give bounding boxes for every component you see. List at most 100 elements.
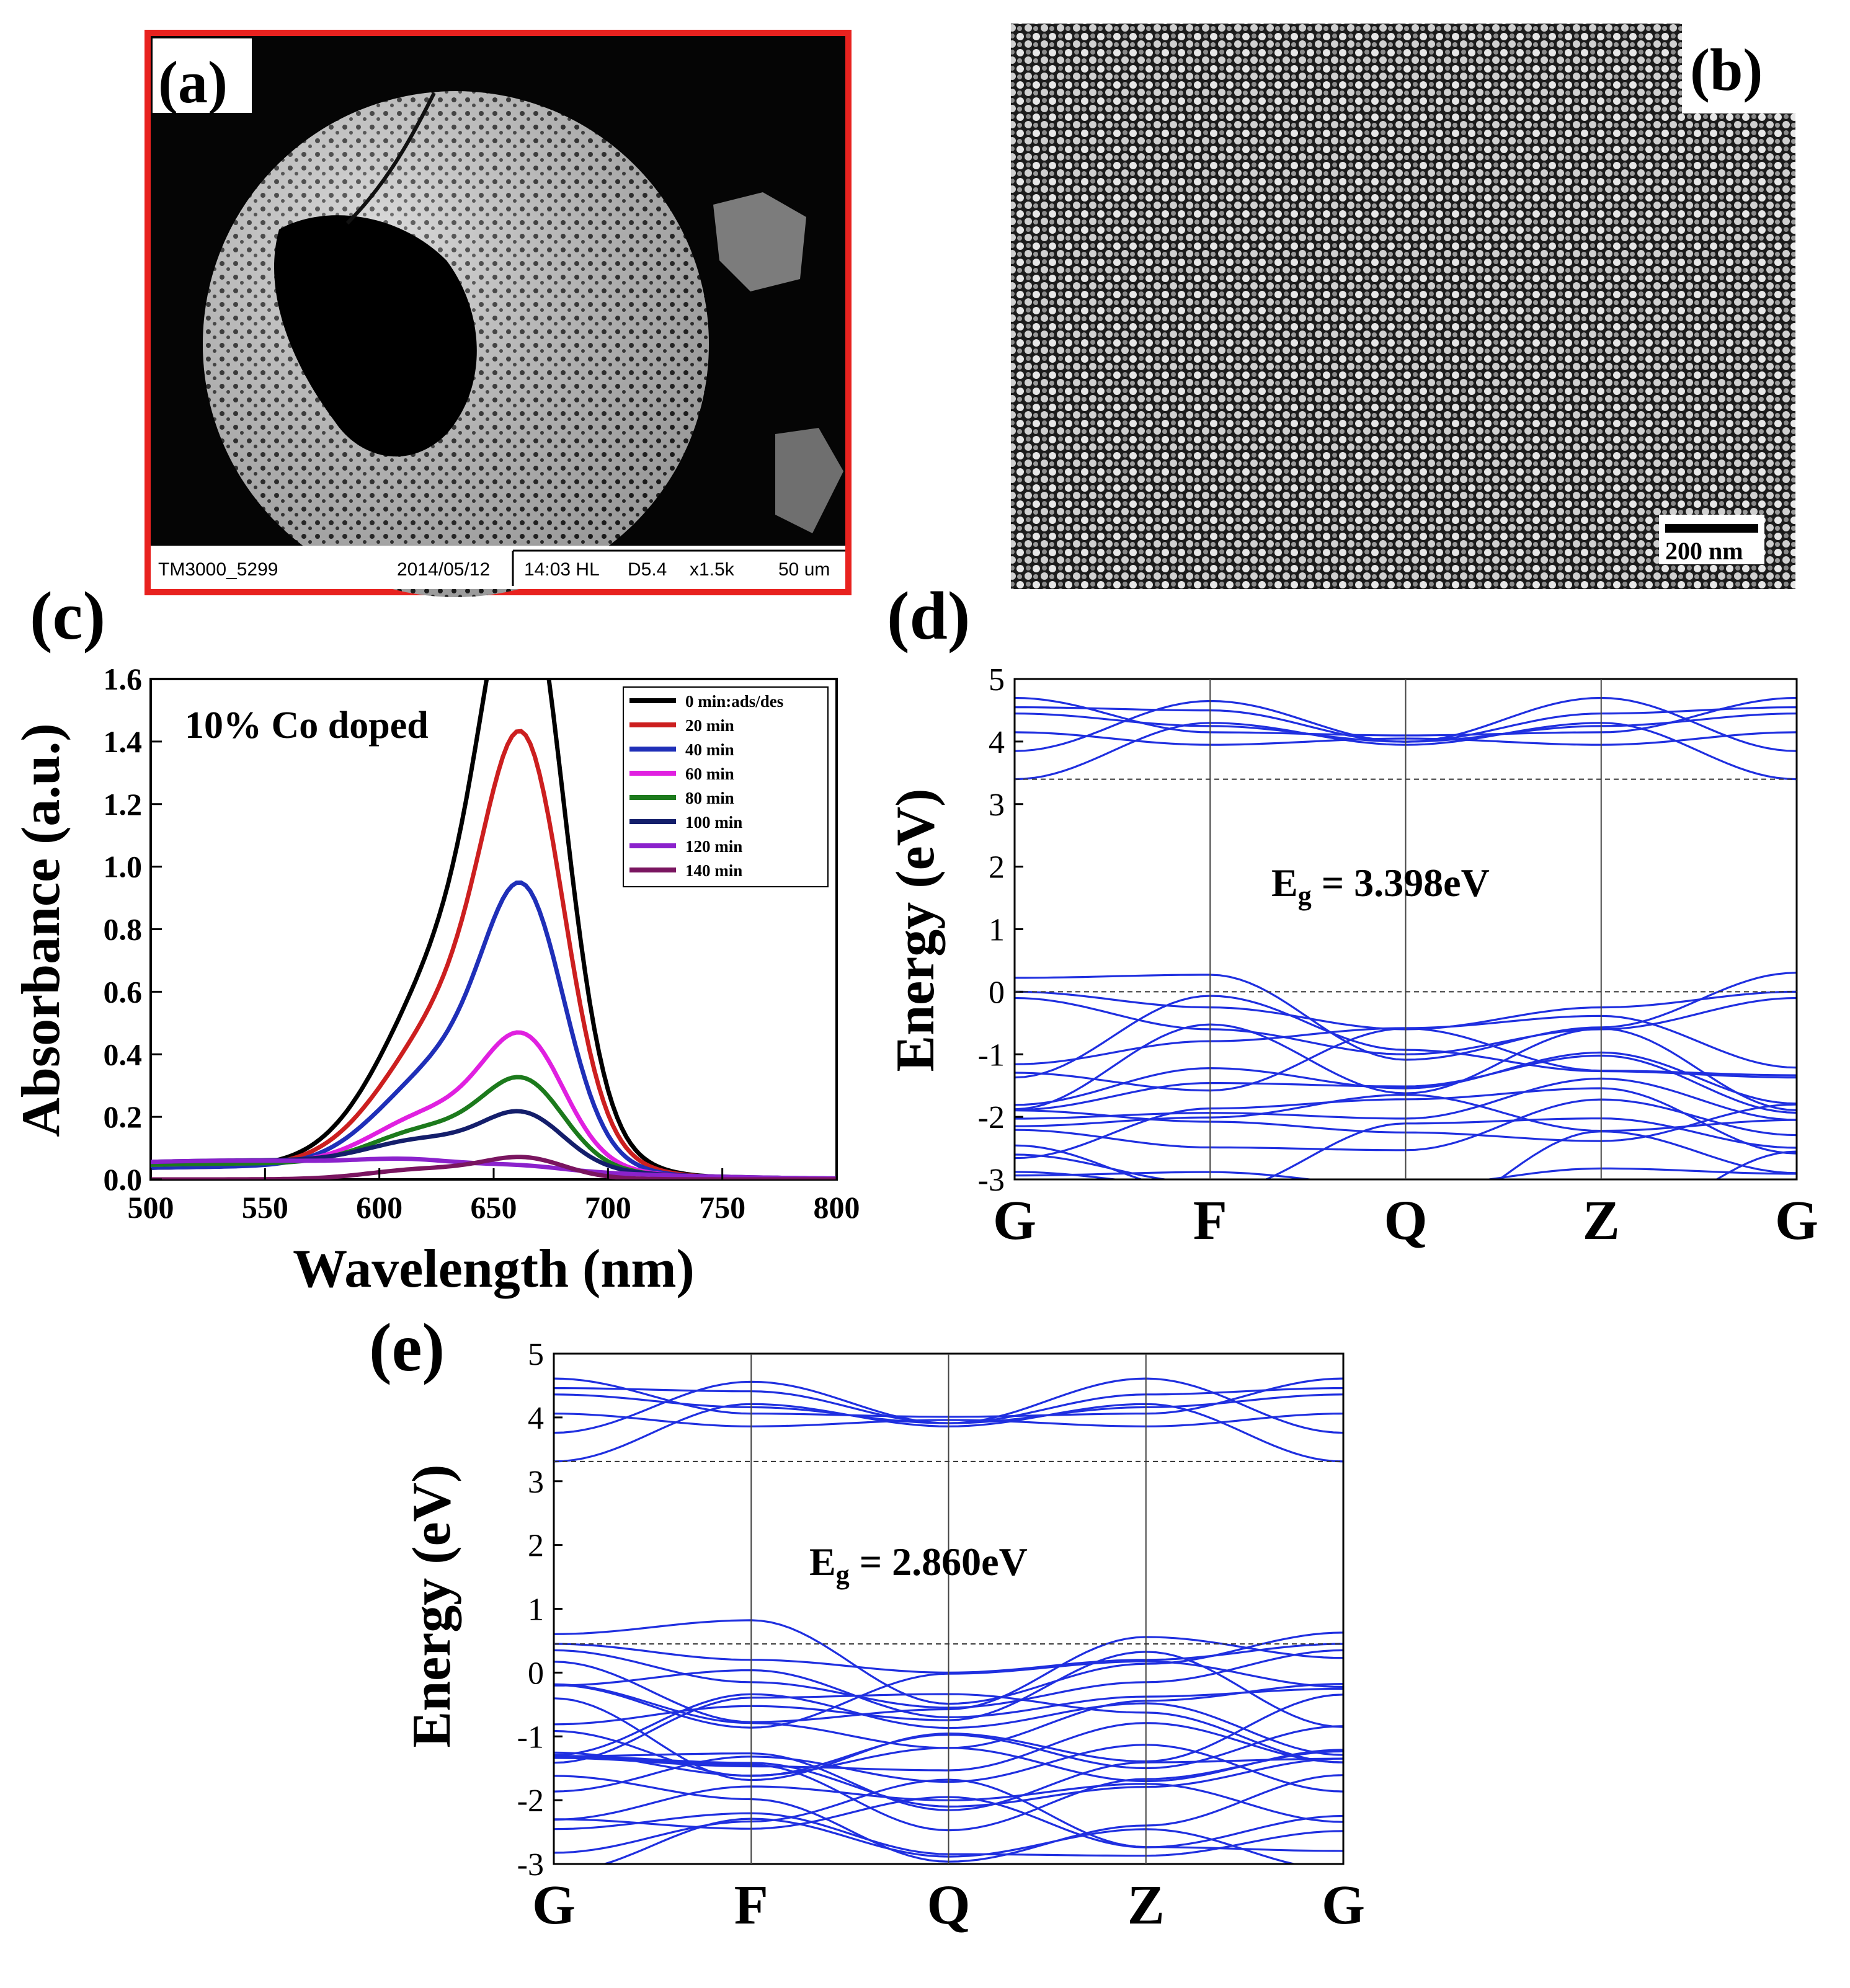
scale-bar-b bbox=[1665, 524, 1758, 533]
kpoint-label-e: F bbox=[734, 1875, 768, 1936]
legend-c-label: 140 min bbox=[685, 861, 742, 880]
y-tick-label-c: 0.0 bbox=[104, 1162, 143, 1197]
y-tick-label-c: 0.6 bbox=[104, 974, 143, 1009]
panel-b: (b) 200 nm bbox=[1011, 24, 1795, 589]
y-tick-label-e: 3 bbox=[528, 1465, 544, 1500]
gap-value-e: = 2.860eV bbox=[850, 1540, 1028, 1584]
kpoint-label-e: G bbox=[532, 1875, 576, 1936]
annotation-c: 10% Co doped bbox=[185, 704, 429, 747]
sem-b-image bbox=[1011, 24, 1795, 589]
y-tick-label-d: -1 bbox=[978, 1037, 1005, 1073]
label-e: (e) bbox=[369, 1310, 445, 1385]
band-line-d bbox=[1015, 1130, 1797, 1179]
x-tick-label-c: 800 bbox=[814, 1190, 860, 1225]
kpoint-label-e: Q bbox=[927, 1875, 970, 1936]
legend-c-label: 120 min bbox=[685, 837, 742, 856]
label-a-background bbox=[153, 38, 252, 113]
legend-c-label: 100 min bbox=[685, 813, 742, 832]
legend-c-label: 60 min bbox=[685, 765, 734, 783]
x-tick-label-c: 500 bbox=[128, 1190, 174, 1225]
absorbance-series bbox=[151, 880, 837, 1179]
y-tick-label-e: 1 bbox=[528, 1592, 544, 1628]
y-tick-label-c: 0.2 bbox=[104, 1099, 143, 1134]
label-a: (a) bbox=[158, 49, 228, 115]
legend-c: 0 min:ads/des 20 min 40 min 60 min 80 min 100… bbox=[623, 686, 829, 887]
sem-a-date: 2014/05/12 bbox=[397, 559, 490, 580]
xlabel-c: Wavelength (nm) bbox=[293, 1239, 695, 1299]
scale-bar-b-label: 200 nm bbox=[1665, 537, 1743, 565]
gap-annotation-d: Eg = 3.398eV bbox=[1271, 861, 1490, 911]
legend-c-label: 80 min bbox=[685, 789, 734, 807]
ylabel-c: Absorbance (a.u.) bbox=[11, 723, 71, 1137]
band-line-d bbox=[1015, 1167, 1797, 1179]
kpoint-label-d: F bbox=[1193, 1190, 1227, 1251]
y-tick-label-c: 1.6 bbox=[104, 662, 143, 696]
sem-a-detector: D5.4 bbox=[628, 559, 667, 580]
panel-c: 500 550 600 650 700 750 800 0.0 0.2 0.4 0.6 0.8 1.0 1… bbox=[11, 662, 860, 1299]
y-tick-label-e: 2 bbox=[528, 1529, 544, 1564]
x-tick-label-c: 650 bbox=[471, 1190, 517, 1225]
y-tick-label-d: 3 bbox=[989, 788, 1005, 823]
legend-c-label: 40 min bbox=[685, 740, 734, 759]
label-d: (d) bbox=[887, 578, 970, 654]
y-tick-label-e: -3 bbox=[517, 1847, 544, 1883]
x-tick-label-c: 550 bbox=[242, 1190, 288, 1225]
legend-c-label: 20 min bbox=[685, 716, 734, 735]
y-tick-label-e: -1 bbox=[517, 1720, 544, 1755]
legend-c-label: 0 min:ads/des bbox=[685, 692, 783, 711]
sphere-crack bbox=[345, 92, 436, 225]
gap-symbol-d: E bbox=[1271, 861, 1298, 905]
y-tick-label-d: -3 bbox=[978, 1163, 1005, 1198]
y-tick-label-e: -2 bbox=[517, 1783, 544, 1819]
scale-bar-b-background bbox=[1659, 515, 1764, 564]
x-tick-label-c: 700 bbox=[585, 1190, 631, 1225]
axes-e: G F Q Z G 5 4 3 2 1 0 -1 -2 -3 bbox=[517, 1337, 1365, 1936]
kpoint-label-d: G bbox=[1775, 1190, 1818, 1251]
axes-d: G F Q Z G 5 4 3 2 1 0 -1 -2 -3 bbox=[978, 662, 1818, 1251]
gap-symbol-e: E bbox=[809, 1540, 836, 1584]
sem-a-magnification: x1.5k bbox=[690, 559, 735, 580]
label-c: (c) bbox=[30, 578, 105, 654]
x-tick-label-c: 600 bbox=[356, 1190, 402, 1225]
y-tick-label-d: 4 bbox=[989, 725, 1005, 760]
ylabel-d: Energy (eV) bbox=[886, 789, 946, 1072]
kpoint-label-d: Q bbox=[1384, 1190, 1427, 1251]
sem-a-time: 14:03 HL bbox=[524, 559, 600, 580]
y-tick-label-c: 0.4 bbox=[104, 1037, 143, 1072]
y-tick-label-e: 4 bbox=[528, 1401, 544, 1436]
ylabel-e: Energy (eV) bbox=[402, 1465, 462, 1748]
label-b-background bbox=[1682, 24, 1795, 113]
y-tick-label-d: 1 bbox=[989, 913, 1005, 948]
legend-c-box bbox=[623, 686, 829, 887]
axis-ticks-c: 500 550 600 650 700 750 800 0.0 0.2 0.4 0.6 0.8 1.0 1… bbox=[104, 662, 860, 1225]
y-tick-label-c: 1.0 bbox=[104, 850, 143, 884]
debris-particle bbox=[713, 192, 806, 291]
gap-annotation-e: Eg = 2.860eV bbox=[809, 1540, 1028, 1590]
y-tick-label-c: 1.4 bbox=[104, 724, 143, 759]
y-tick-label-d: -2 bbox=[978, 1100, 1005, 1135]
y-tick-label-c: 1.2 bbox=[104, 787, 143, 822]
y-tick-label-d: 5 bbox=[989, 662, 1005, 698]
kpoint-label-d: G bbox=[993, 1190, 1036, 1251]
gap-value-d: = 3.398eV bbox=[1312, 861, 1490, 905]
gap-subscript-e: g bbox=[836, 1560, 850, 1590]
panel-d: G F Q Z G 5 4 3 2 1 0 -1 -2 -3 Eg = 3.398eV Energy (e… bbox=[886, 662, 1818, 1251]
y-tick-label-e: 5 bbox=[528, 1337, 544, 1372]
y-tick-label-c: 0.8 bbox=[104, 912, 143, 947]
panel-a: TM3000_5299 2014/05/12 14:03 HL D5.4 x1.… bbox=[145, 30, 852, 597]
band-line-d bbox=[1015, 1150, 1797, 1179]
label-b: (b) bbox=[1690, 37, 1763, 103]
y-tick-label-e: 0 bbox=[528, 1656, 544, 1691]
y-tick-label-d: 0 bbox=[989, 975, 1005, 1010]
sphere-opening bbox=[274, 215, 477, 457]
debris-particle bbox=[775, 428, 843, 533]
y-tick-label-d: 2 bbox=[989, 850, 1005, 885]
sem-a-infobar bbox=[151, 546, 845, 589]
kpoint-label-e: G bbox=[1322, 1875, 1365, 1936]
kpoint-label-d: Z bbox=[1583, 1190, 1620, 1251]
kpoint-label-e: Z bbox=[1127, 1875, 1165, 1936]
sem-a-scale: 50 um bbox=[778, 559, 830, 580]
sem-a-sample-id: TM3000_5299 bbox=[158, 559, 278, 580]
x-tick-label-c: 750 bbox=[699, 1190, 745, 1225]
